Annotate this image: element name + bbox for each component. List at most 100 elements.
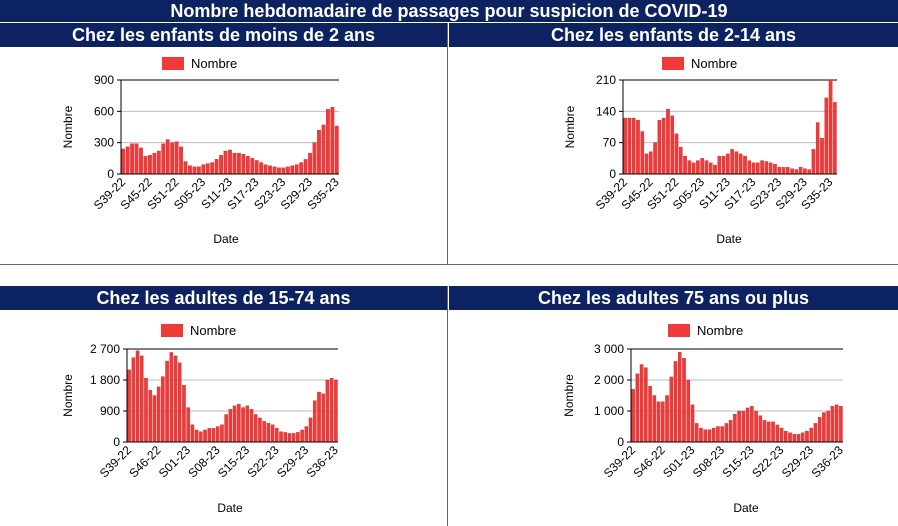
x-tick-label: S15-23 xyxy=(720,443,757,480)
bar xyxy=(304,426,309,443)
bar xyxy=(283,432,288,443)
bar xyxy=(822,412,826,443)
row-divider xyxy=(0,264,898,265)
bar xyxy=(188,165,192,175)
bar xyxy=(275,428,279,443)
bar xyxy=(754,410,758,443)
bar xyxy=(798,167,803,175)
bar xyxy=(207,428,212,443)
bar xyxy=(631,389,635,443)
bar xyxy=(210,162,215,175)
legend-label: Nombre xyxy=(691,56,737,71)
bar xyxy=(211,428,216,443)
bar xyxy=(767,421,771,443)
y-tick-label: 0 xyxy=(107,167,114,181)
bar xyxy=(800,432,805,443)
bar xyxy=(290,165,295,175)
chart-2-14: Nombre070140210S39-22S45-22S51-22S05-23S… xyxy=(563,56,837,246)
bar xyxy=(811,149,816,175)
panel-title-75-plus: Chez les adultes 75 ans ou plus xyxy=(449,286,898,310)
bar xyxy=(734,151,739,175)
bar xyxy=(741,410,746,443)
bar xyxy=(334,125,339,175)
bar xyxy=(279,431,283,443)
bar xyxy=(764,161,769,175)
y-tick-label: 70 xyxy=(603,136,617,150)
x-axis-label: Date xyxy=(213,232,239,246)
y-tick-label: 1 000 xyxy=(594,404,624,418)
bar xyxy=(205,163,210,175)
bar xyxy=(807,169,811,175)
bar xyxy=(186,407,190,443)
x-axis-label: Date xyxy=(217,501,243,515)
bar xyxy=(223,150,228,175)
y-axis-label: Nombre xyxy=(563,105,577,148)
y-tick-label: 600 xyxy=(94,104,114,118)
panel-title-2-14: Chez les enfants de 2-14 ans xyxy=(449,23,898,47)
bar xyxy=(699,427,703,443)
bar xyxy=(792,434,797,443)
x-tick-label: S46-22 xyxy=(126,443,163,480)
bar xyxy=(268,165,272,175)
bar xyxy=(321,124,326,175)
bar xyxy=(730,149,734,175)
x-tick-label: S01-23 xyxy=(156,443,193,480)
bar xyxy=(743,155,747,175)
bar xyxy=(623,117,627,175)
bar xyxy=(245,405,250,443)
y-tick-label: 900 xyxy=(94,73,114,87)
bar xyxy=(254,160,259,175)
bar xyxy=(708,162,713,175)
bar xyxy=(152,395,157,443)
y-tick-label: 0 xyxy=(113,435,120,449)
x-tick-label: S01-23 xyxy=(660,443,697,480)
x-tick-label: S22-23 xyxy=(749,443,786,480)
bar xyxy=(750,406,754,443)
legend-swatch xyxy=(668,324,690,337)
bar xyxy=(694,423,699,443)
bar xyxy=(773,164,777,175)
bar xyxy=(760,160,764,175)
bar xyxy=(228,409,233,443)
y-tick-label: 300 xyxy=(94,136,114,150)
x-tick-label: S46-22 xyxy=(630,443,667,480)
bar xyxy=(758,415,763,443)
bar xyxy=(329,378,334,443)
bar xyxy=(241,407,245,443)
bar xyxy=(815,122,820,175)
bar xyxy=(317,391,321,443)
bar xyxy=(779,427,784,443)
chart-under-2: Nombre0300600900S39-22S45-22S51-22S05-23… xyxy=(61,56,342,246)
bar xyxy=(717,155,722,175)
bar xyxy=(125,146,130,175)
panel-divider-bottom xyxy=(447,286,448,526)
bar xyxy=(232,152,237,175)
bar xyxy=(237,403,241,443)
bar xyxy=(683,155,687,175)
bar xyxy=(253,414,258,443)
bar xyxy=(631,117,636,175)
y-tick-label: 3 000 xyxy=(594,342,624,356)
bar xyxy=(652,395,657,443)
bar xyxy=(826,410,830,443)
bar xyxy=(737,410,741,443)
bar xyxy=(161,143,166,175)
bar xyxy=(177,362,182,443)
bar xyxy=(673,361,678,443)
bar xyxy=(174,141,179,175)
bar xyxy=(169,352,174,443)
bar xyxy=(131,357,136,443)
bar xyxy=(266,422,271,443)
bar xyxy=(713,164,717,175)
bar xyxy=(127,369,131,443)
bar xyxy=(317,129,321,175)
bar xyxy=(130,143,134,175)
bar xyxy=(199,431,203,443)
bar xyxy=(666,108,670,175)
bar xyxy=(196,166,201,175)
bar xyxy=(783,431,788,443)
y-axis-label: Nombre xyxy=(61,374,75,417)
bar xyxy=(179,146,183,175)
bar xyxy=(144,378,148,443)
